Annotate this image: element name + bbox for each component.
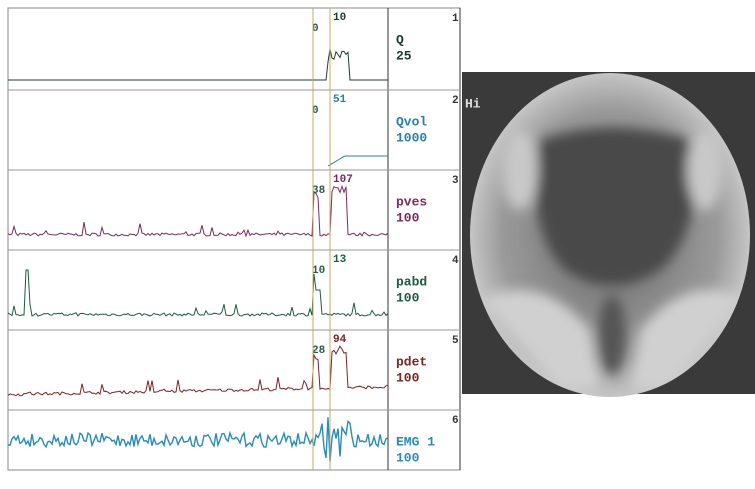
channel-number: 5 bbox=[452, 335, 459, 347]
marker-value: 10 bbox=[312, 265, 325, 277]
channel-scale: 100 bbox=[396, 370, 420, 385]
channel-number: 1 bbox=[452, 13, 459, 25]
channel-scale: 1000 bbox=[396, 130, 427, 145]
marker-value: 38 bbox=[312, 185, 326, 197]
trace bbox=[7, 269, 389, 317]
trace bbox=[7, 417, 389, 462]
channel-scale: 25 bbox=[396, 48, 412, 63]
trace bbox=[327, 155, 388, 167]
trace bbox=[8, 48, 388, 81]
channel-scale: 100 bbox=[396, 210, 420, 225]
marker-value: 13 bbox=[333, 254, 347, 266]
channel-number: 4 bbox=[452, 255, 459, 267]
marker-value: 0 bbox=[312, 105, 319, 117]
trace bbox=[7, 345, 389, 397]
tracing-panel: 1Q250102Qvol10000513pves100381074pabd100… bbox=[7, 7, 461, 471]
channel-name: pdet bbox=[396, 354, 427, 369]
trace bbox=[7, 184, 389, 238]
channel-name: Q bbox=[396, 32, 404, 47]
channel-name: pves bbox=[396, 194, 427, 209]
channel-number: 3 bbox=[452, 175, 459, 187]
channel-number: 6 bbox=[452, 415, 459, 427]
channel-name: Qvol bbox=[396, 114, 427, 129]
marker-value: 107 bbox=[333, 174, 353, 186]
channel-name: pabd bbox=[396, 274, 427, 289]
marker-value: 28 bbox=[312, 345, 326, 357]
channel-name: EMG 1 bbox=[396, 434, 435, 449]
panel-border bbox=[7, 7, 461, 471]
channel-number: 2 bbox=[452, 95, 459, 107]
marker-value: 51 bbox=[333, 94, 347, 106]
channel-scale: 100 bbox=[396, 450, 420, 465]
marker-value: 0 bbox=[312, 23, 319, 35]
image-label: Hi bbox=[465, 96, 481, 111]
channel-scale: 100 bbox=[396, 290, 420, 305]
marker-value: 10 bbox=[333, 12, 346, 24]
fluoroscopy-image: Hi bbox=[462, 72, 755, 397]
marker-value: 94 bbox=[333, 334, 347, 346]
